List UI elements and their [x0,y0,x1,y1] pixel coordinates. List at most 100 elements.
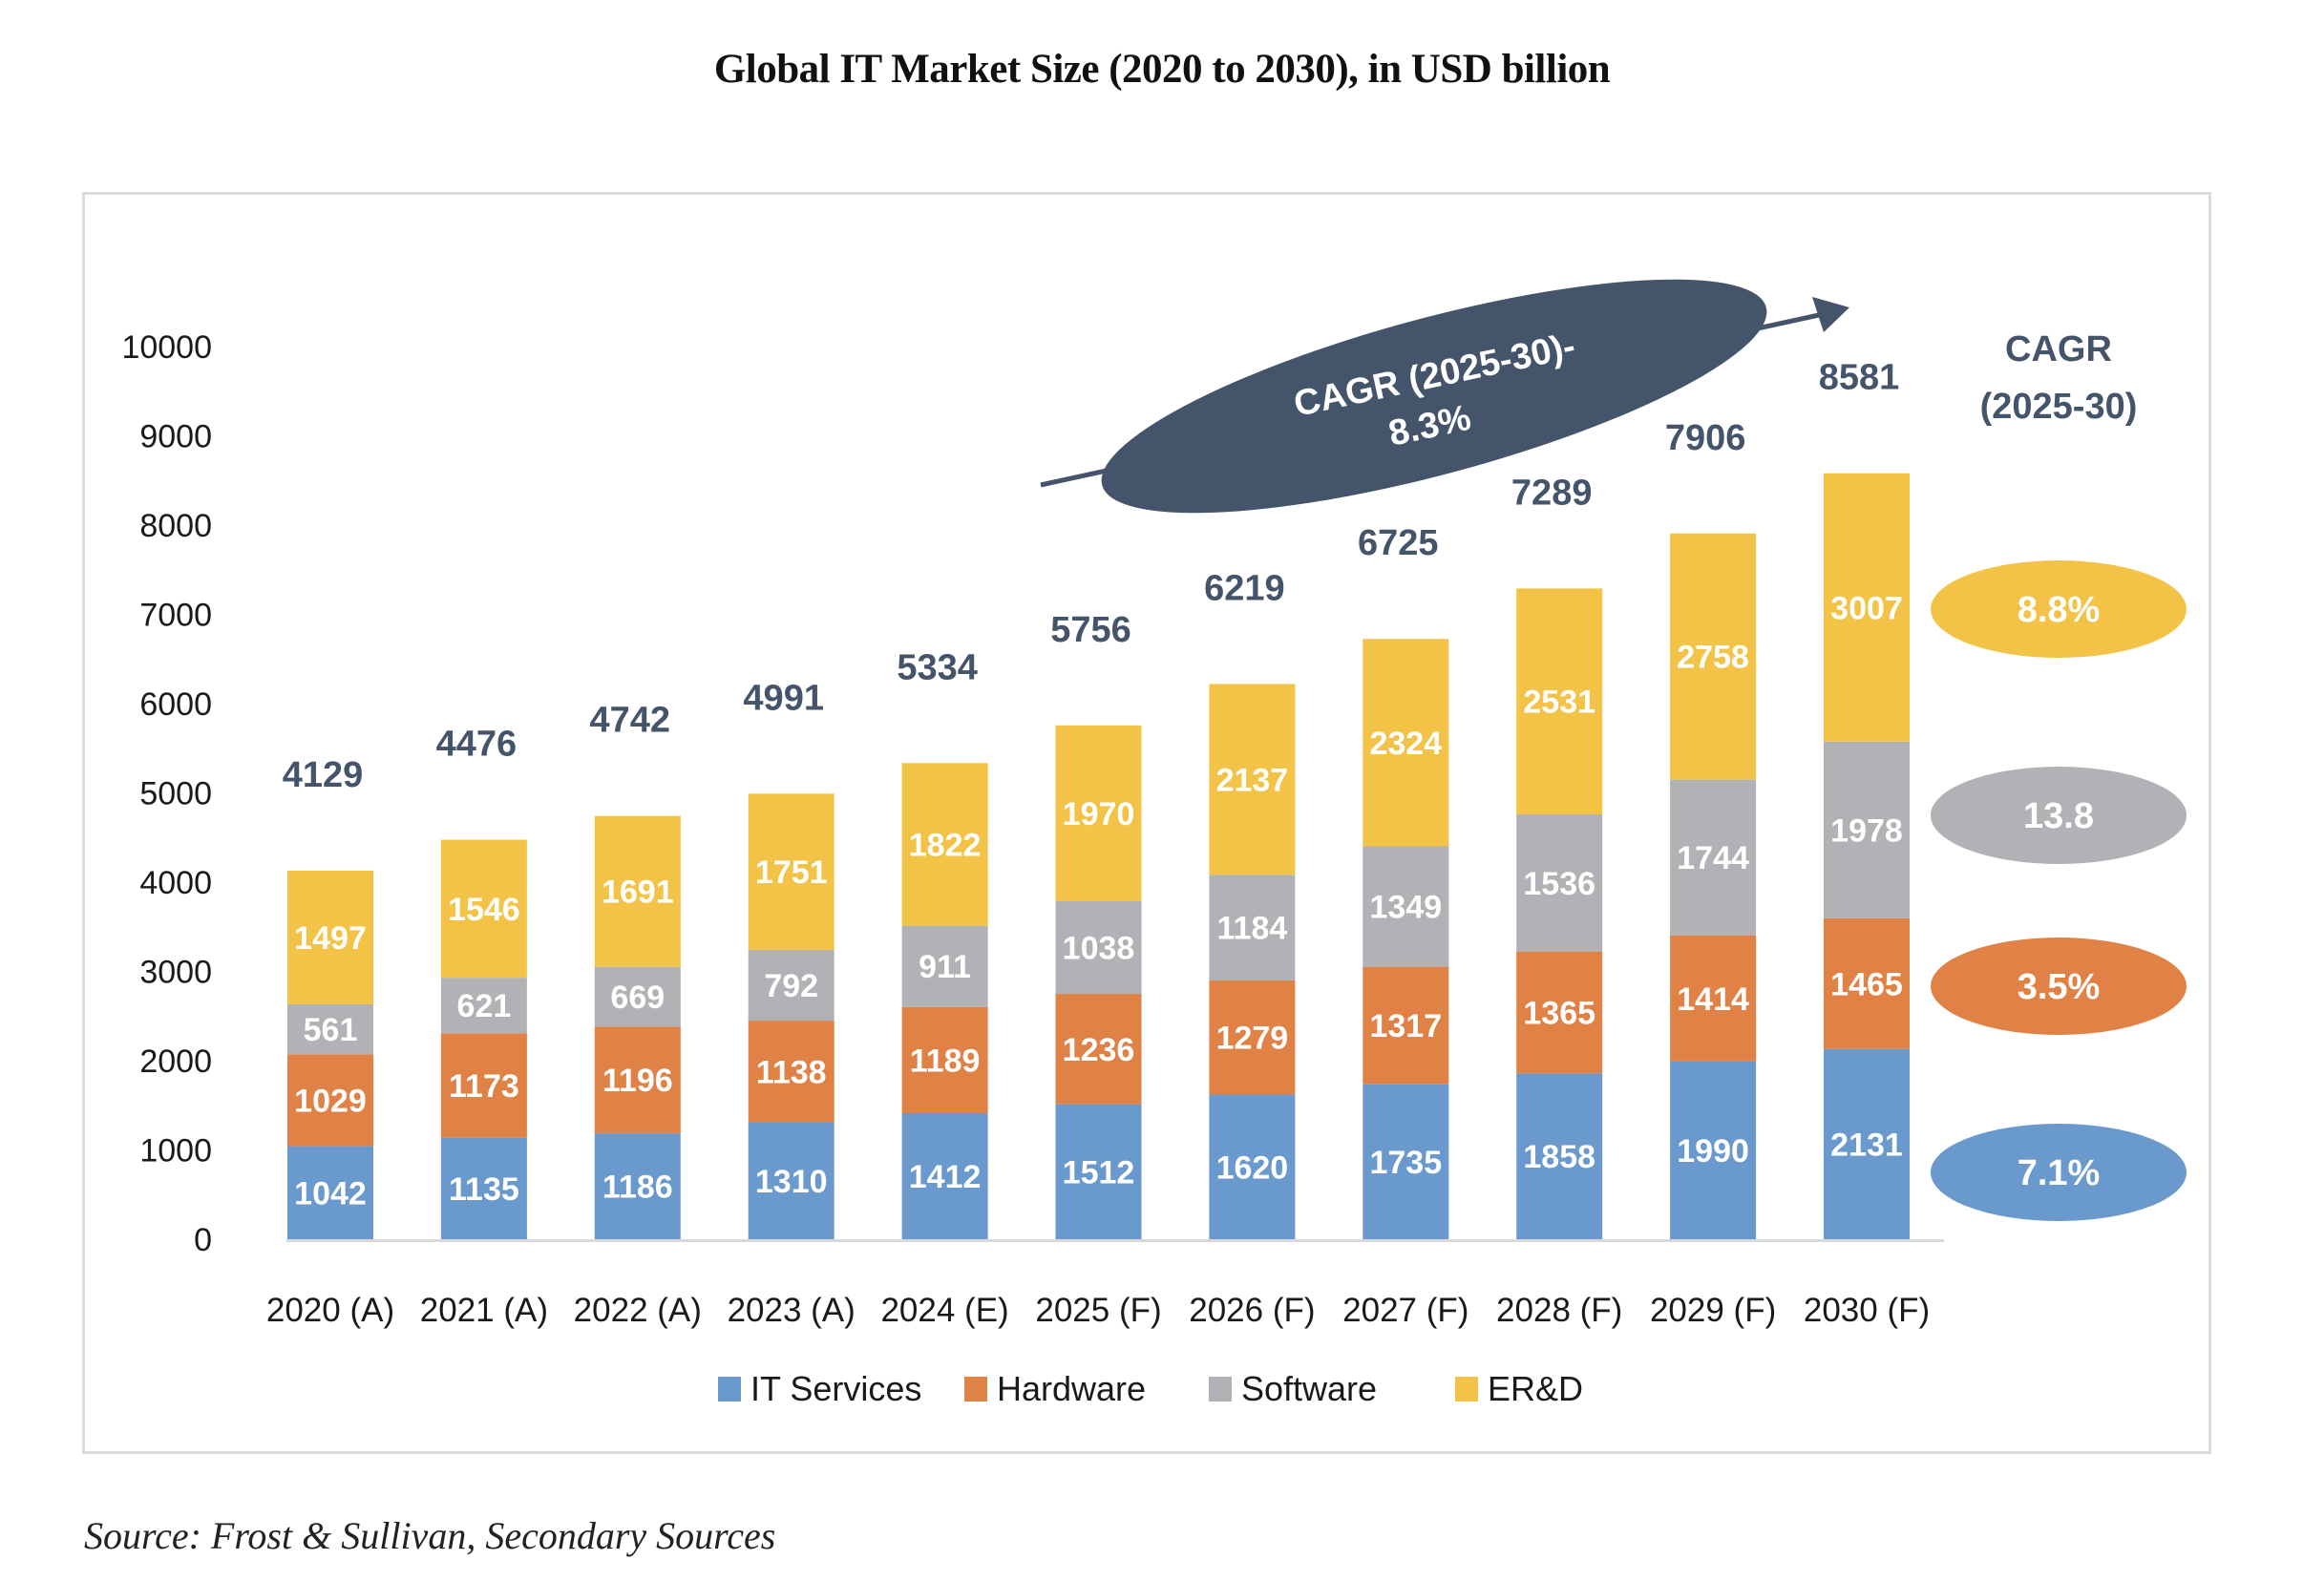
bar-segment-it-services [594,1133,681,1239]
segment-value-label: 1970 [1063,796,1135,833]
segment-value-label: 2758 [1677,640,1749,676]
y-tick-label: 8000 [139,508,212,544]
chart-frame [82,192,2211,1454]
total-value-label: 7906 [1665,418,1746,458]
legend-label: Hardware [997,1369,1146,1408]
bar-segment-it-services [901,1112,988,1239]
legend-label: IT Services [750,1369,921,1408]
bar-segment-er-d [1516,588,1603,815]
segment-value-label: 561 [304,1012,358,1048]
total-value-label: 7289 [1511,473,1593,513]
y-tick-label: 0 [194,1222,212,1258]
segment-value-label: 2324 [1369,726,1442,762]
overall-cagr-annotation: CAGR (2025-30)-8.3% [1040,279,1849,514]
y-tick-label: 2000 [139,1043,212,1080]
cagr-value-label: 7.1% [2018,1153,2101,1193]
bar-segment-er-d [1055,725,1142,902]
segment-value-label: 1751 [755,854,828,891]
bar-segment-er-d [1824,473,1910,742]
bar-segment-it-services [1055,1104,1142,1239]
legend-label: Software [1241,1369,1377,1408]
x-tick-label: 2023 (A) [728,1292,856,1329]
bar-segment-hardware [1363,966,1449,1085]
total-value-label: 8581 [1819,358,1900,398]
bar-segment-software [1209,875,1296,980]
total-value-label: 5334 [897,647,978,687]
segment-value-label: 1186 [602,1170,673,1206]
segment-value-label: 1135 [449,1171,519,1208]
segment-value-label: 1858 [1523,1139,1595,1175]
x-tick-label: 2024 (E) [880,1292,1008,1329]
segment-value-label: 1735 [1369,1145,1442,1181]
bar-segment-it-services [287,1146,373,1239]
cagr-value-label: 8.8% [2018,590,2101,630]
bar-segment-software [1516,814,1603,952]
bar-segment-hardware [1209,980,1296,1095]
x-tick-label: 2029 (F) [1650,1292,1776,1329]
bar-segment-it-services [1670,1061,1757,1239]
segment-value-label: 1196 [602,1063,673,1099]
segment-value-label: 669 [610,980,665,1016]
y-tick-label: 5000 [139,776,212,812]
segment-value-label: 621 [457,988,512,1024]
legend: IT Services Hardware Software ER&D [718,1369,1583,1408]
arrowhead-icon [1812,297,1849,332]
segment-value-label: 1620 [1216,1149,1289,1186]
segment-value-label: 1414 [1677,981,1749,1018]
bar-segment-hardware [1516,951,1603,1074]
overall-cagr-ellipse [1101,279,1767,514]
total-value-label: 6219 [1204,569,1285,609]
total-value-label: 4476 [436,724,518,764]
bar-segment-hardware [1670,935,1757,1062]
bar-segment-it-services [1363,1084,1449,1239]
segment-value-label: 1310 [755,1164,828,1200]
bar-segment-software [1363,846,1449,967]
cagr-value-label: 3.5% [2018,967,2101,1007]
cagr-ellipse-it-services [1931,1124,2187,1221]
x-tick-label: 2022 (A) [574,1292,702,1329]
chart-title: Global IT Market Size (2020 to 2030), in… [713,47,1611,92]
segment-value-label: 1365 [1523,995,1595,1031]
segment-value-label: 1349 [1369,890,1442,926]
bar-segment-er-d [440,839,527,979]
bar-segment-hardware [1824,917,1910,1049]
segment-value-label: 1317 [1369,1008,1442,1044]
bar-segment-software [748,950,835,1022]
bar-segment-er-d [1670,533,1757,780]
x-tick-label: 2028 (F) [1496,1292,1622,1329]
cagr-ellipse-er-d [1931,560,2187,658]
legend-swatch-icon [1209,1377,1232,1402]
y-tick-label: 9000 [139,419,212,455]
segment-cagr-panel: CAGR (2025-30) 8.8% 13.8 3.5% 7.1% [1931,329,2187,1221]
segment-value-label: 2531 [1523,685,1595,721]
y-tick-label: 6000 [139,686,212,723]
x-tick-label: 2021 (A) [420,1292,548,1329]
segment-value-label: 1465 [1830,966,1903,1002]
bar-segment-er-d [901,763,988,926]
segment-value-label: 1978 [1830,812,1903,849]
segment-value-label: 1038 [1063,931,1135,967]
segment-value-label: 1184 [1217,911,1288,947]
bar-segment-hardware [901,1006,988,1113]
segment-value-label: 1279 [1216,1021,1289,1057]
bar-segment-software [1670,779,1757,936]
bar-segment-it-services [748,1122,835,1239]
segment-value-label: 1990 [1677,1133,1749,1170]
bar-segment-it-services [1824,1048,1910,1239]
segment-value-label: 1512 [1063,1154,1135,1191]
source-note: Source: Frost & Sullivan, Secondary Sour… [84,1514,776,1557]
bar-segment-it-services [440,1137,527,1239]
bar-segment-er-d [594,815,681,967]
segment-value-label: 3007 [1830,590,1903,626]
legend-swatch-icon [964,1377,987,1402]
y-tick-label: 1000 [139,1133,212,1170]
x-axis-labels: 2020 (A) 2021 (A) 2022 (A) 2023 (A) 2024 (E)… [266,1292,1930,1329]
segment-value-label: 1822 [909,827,982,863]
legend-swatch-icon [1455,1377,1478,1402]
total-value-label: 4129 [283,755,364,795]
y-tick-label: 10000 [121,329,212,366]
cagr-ellipse-software [1931,767,2187,864]
segment-value-label: 1029 [294,1083,367,1119]
total-value-label: 4742 [590,701,671,741]
